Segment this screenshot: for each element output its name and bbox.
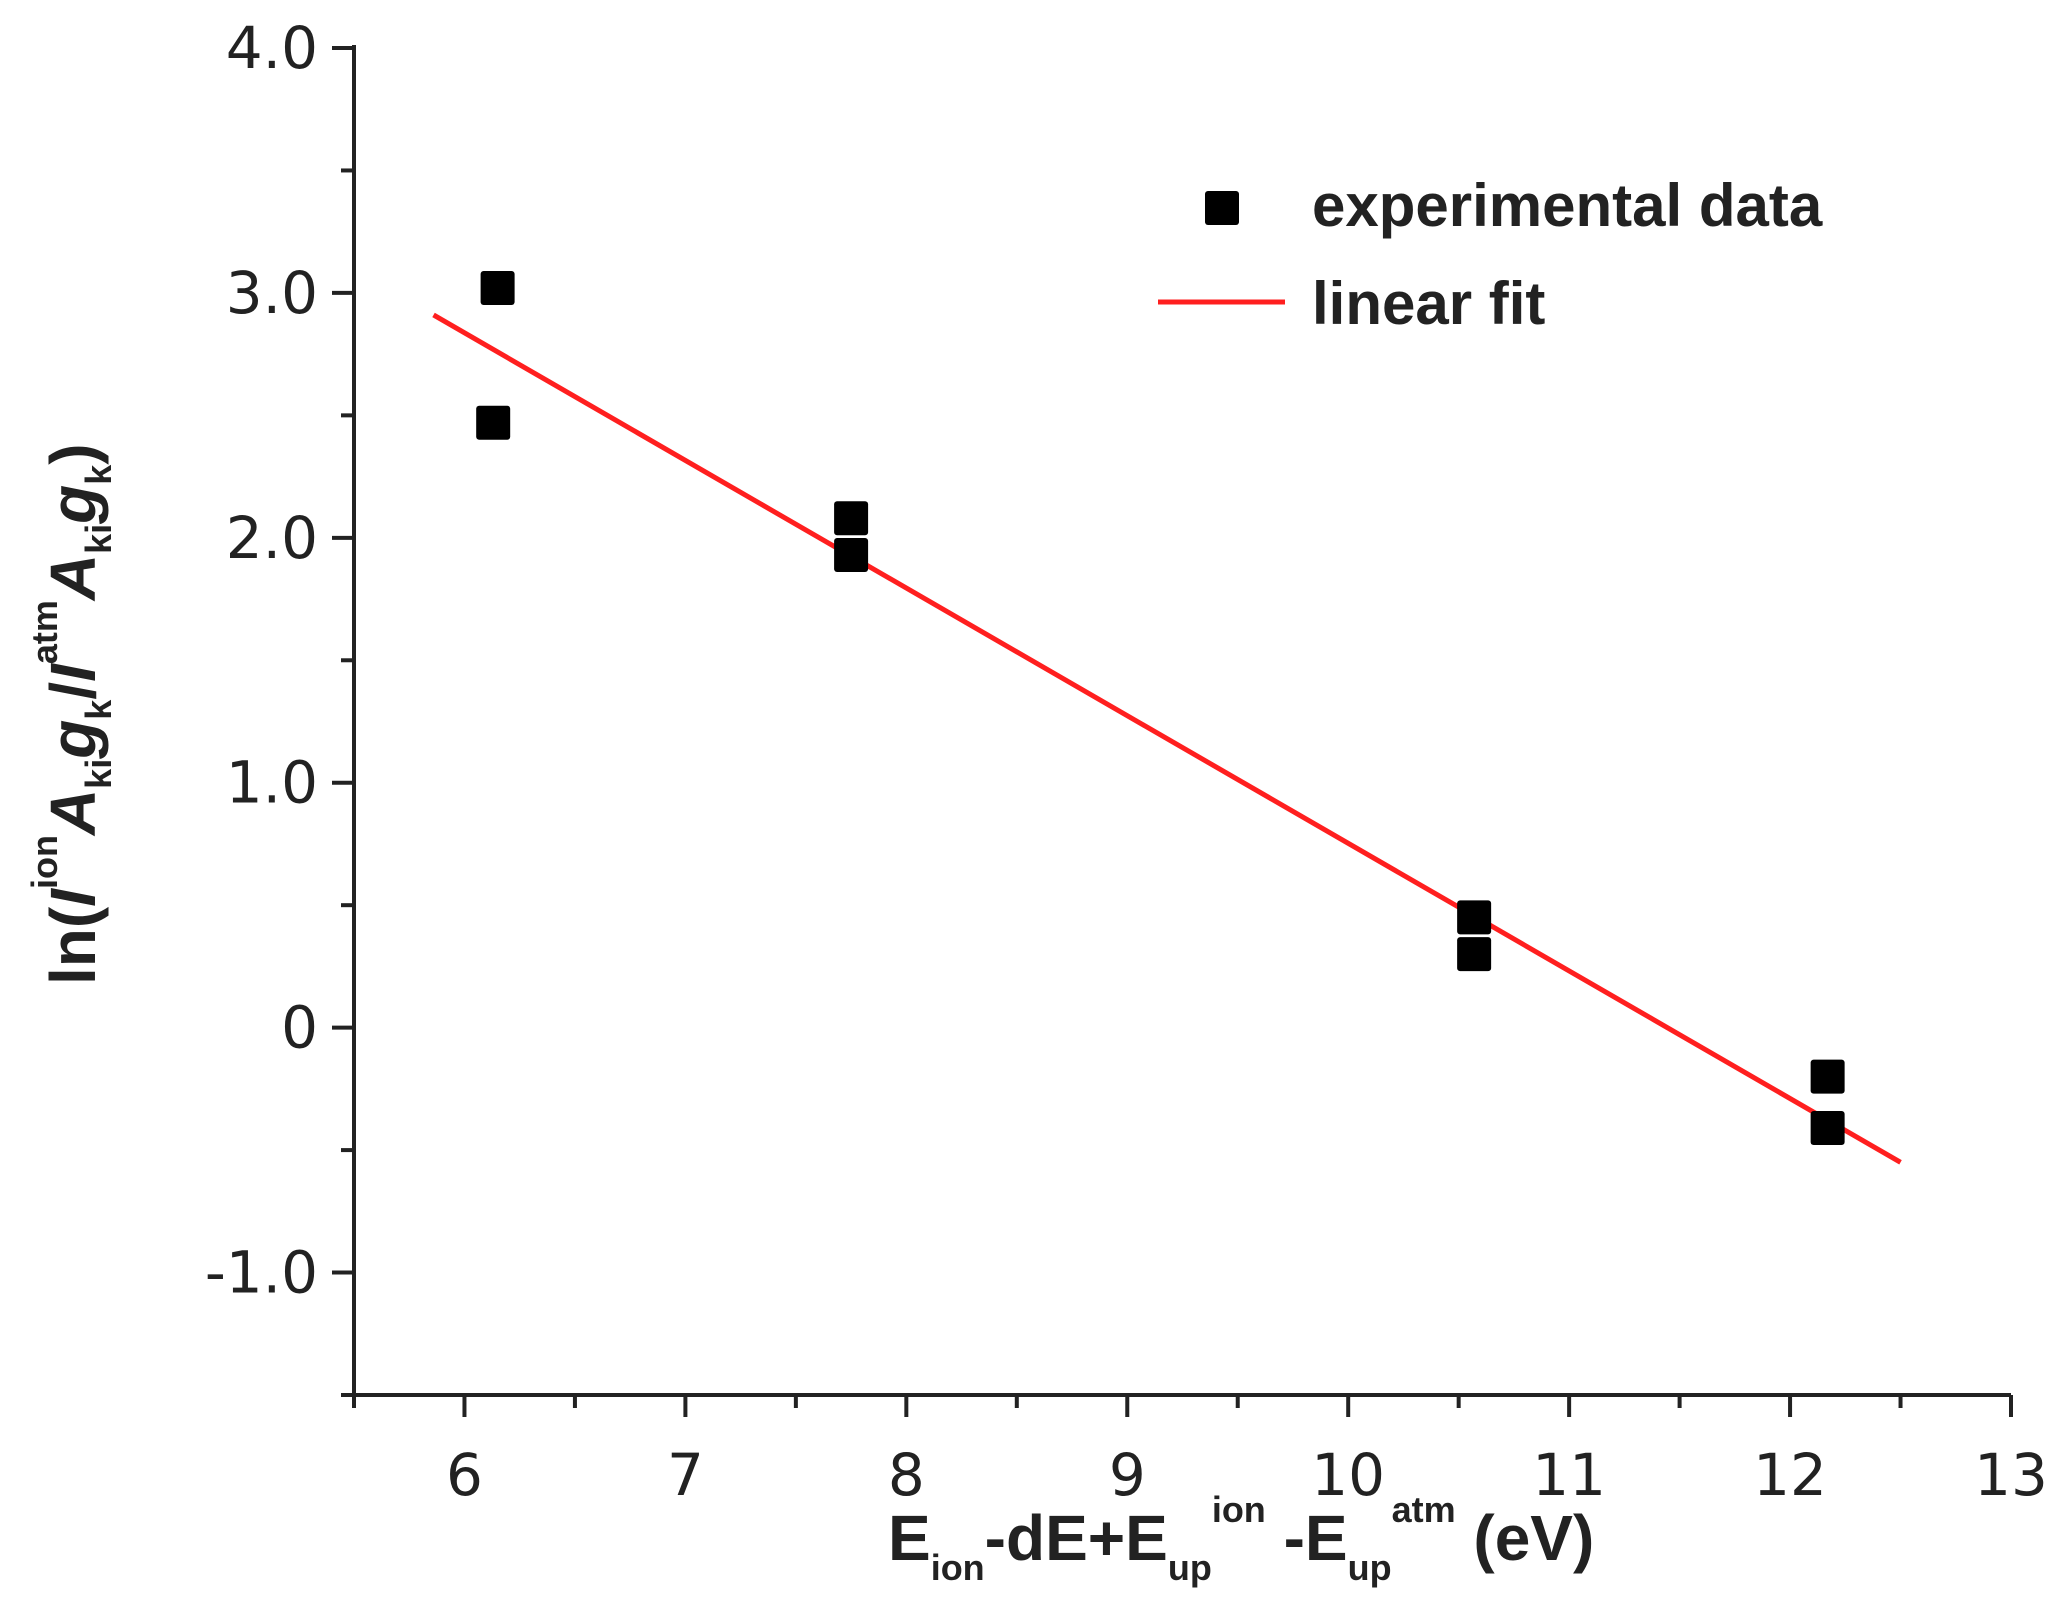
y-tick-label: 0 bbox=[281, 994, 318, 1062]
axis-title-part: up bbox=[1348, 1547, 1392, 1588]
x-tick-label: 7 bbox=[667, 1441, 704, 1509]
axis-title-part: -E bbox=[1266, 1502, 1348, 1574]
axis-title-part: g bbox=[37, 485, 109, 525]
axis-title-part: I bbox=[37, 888, 109, 907]
fit-line-layer bbox=[432, 312, 1902, 1165]
x-tick-label: 13 bbox=[1974, 1441, 2048, 1509]
y-tick-label: 1.0 bbox=[226, 749, 318, 817]
axes bbox=[352, 45, 2011, 1397]
data-point bbox=[476, 405, 511, 440]
axis-title-part: up bbox=[1168, 1547, 1212, 1588]
data-point bbox=[480, 271, 515, 306]
x-tick-label: 11 bbox=[1532, 1441, 1606, 1509]
y-tick-label: 3.0 bbox=[226, 259, 318, 327]
axis-title-part: (eV) bbox=[1456, 1502, 1595, 1574]
legend-label-linear-fit: linear fit bbox=[1312, 270, 1545, 337]
linear-fit-line bbox=[432, 312, 1902, 1165]
axis-title-part: ion bbox=[931, 1547, 985, 1588]
y-tick-label: 4.0 bbox=[226, 14, 318, 82]
x-tick-label: 9 bbox=[1109, 1441, 1146, 1509]
axis-title-part: ki bbox=[78, 524, 119, 554]
axis-title-part: A bbox=[37, 554, 109, 602]
axis-title-part: E bbox=[888, 1502, 931, 1574]
data-point bbox=[1810, 1111, 1845, 1146]
data-point bbox=[834, 501, 869, 536]
legend-marker-experimental-data bbox=[1205, 191, 1239, 225]
axis-title-part: ion bbox=[1212, 1489, 1266, 1530]
axis-title-part: g bbox=[37, 720, 109, 760]
legend: experimental data linear fit bbox=[1158, 172, 1823, 337]
x-axis-title: Eion-dE+Eupion -Eupatm (eV) bbox=[888, 1489, 1594, 1588]
y-tick-label: -1.0 bbox=[205, 1239, 318, 1307]
y-axis-title: ln(IionAkigk/IatmAkigk) bbox=[24, 443, 119, 985]
axis-title-part: atm bbox=[24, 600, 65, 664]
data-point bbox=[1457, 900, 1492, 935]
axis-title-part: I bbox=[37, 663, 109, 682]
axis-title-part: atm bbox=[1392, 1489, 1456, 1530]
x-tick-label: 6 bbox=[446, 1441, 483, 1509]
data-points-layer bbox=[476, 271, 1845, 1146]
data-point bbox=[834, 537, 869, 572]
y-tick-label: 2.0 bbox=[226, 504, 318, 572]
ticks: 6 7 8 9 10 11 12 13 -1.0 0 1.0 2.0 3.0 4.0 bbox=[205, 14, 2048, 1509]
axis-title-part: ln( bbox=[37, 906, 109, 985]
axis-title-part: k bbox=[78, 699, 119, 720]
axis-title-part: k bbox=[78, 464, 119, 485]
axis-title-part: / bbox=[37, 682, 109, 700]
data-point bbox=[1457, 937, 1492, 972]
axis-title-part: ion bbox=[24, 835, 65, 889]
axis-title-part: ) bbox=[37, 443, 109, 464]
x-tick-label: 10 bbox=[1311, 1441, 1385, 1509]
data-point bbox=[1810, 1059, 1845, 1094]
axis-title-part: -dE+E bbox=[985, 1502, 1168, 1574]
axis-title-part: ki bbox=[78, 759, 119, 789]
axis-title-part: A bbox=[37, 789, 109, 837]
x-tick-label: 12 bbox=[1753, 1441, 1827, 1509]
legend-label-experimental-data: experimental data bbox=[1312, 172, 1823, 239]
x-tick-label: 8 bbox=[888, 1441, 925, 1509]
